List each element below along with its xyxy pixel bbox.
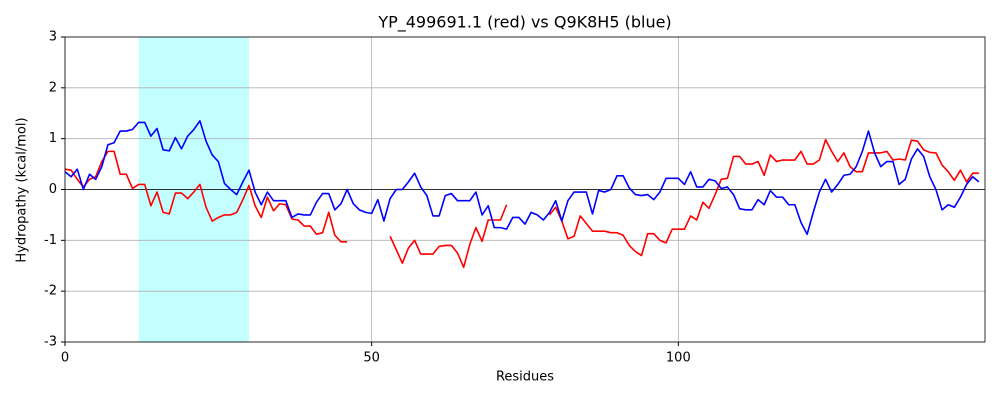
chart-title: YP_499691.1 (red) vs Q9K8H5 (blue) [377, 13, 671, 33]
series-line [64, 138, 979, 269]
y-tick-label: 0 [49, 182, 57, 197]
x-tick-label: 50 [363, 351, 380, 366]
y-tick-label: -3 [44, 335, 57, 350]
y-tick-label: -2 [44, 284, 57, 299]
x-axis-label: Residues [496, 370, 554, 385]
series-line [64, 120, 980, 236]
y-tick-label: 1 [49, 131, 57, 146]
y-axis-label: Hydropathy (kcal/mol) [15, 117, 30, 262]
y-tick-label: 3 [49, 30, 57, 45]
x-tick-label: 100 [666, 351, 691, 366]
y-tick-label: -1 [44, 233, 57, 248]
x-tick-label: 0 [61, 351, 69, 366]
plot-frame [64, 36, 986, 343]
y-tick-label: 2 [49, 80, 57, 95]
